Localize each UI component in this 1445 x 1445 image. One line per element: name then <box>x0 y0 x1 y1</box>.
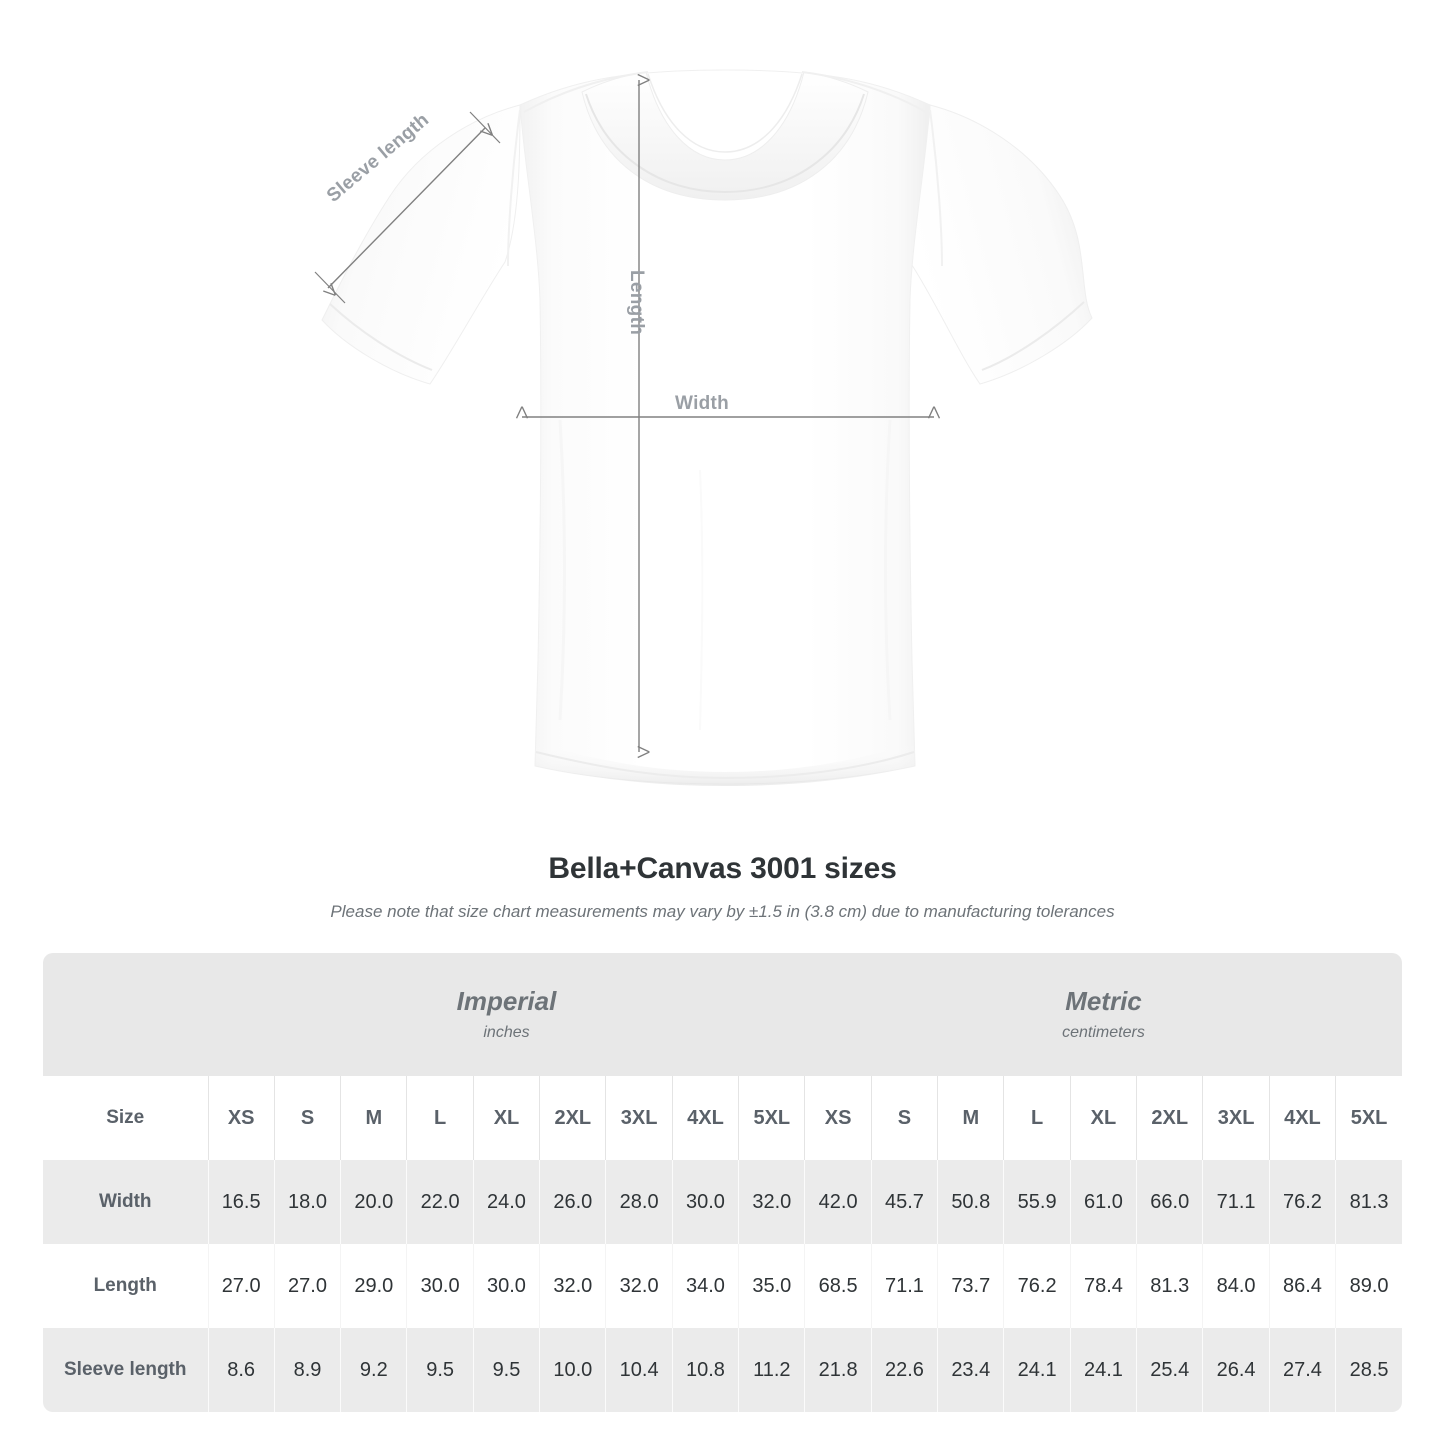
unit-row-spacer <box>43 953 208 1076</box>
unit-group-name: Imperial <box>456 985 557 1016</box>
size-column-header-metric-m: M <box>937 1076 1004 1160</box>
cell-length-imperial-l: 30.0 <box>406 1244 474 1328</box>
cell-sleeve-length-imperial-4xl: 10.8 <box>671 1328 739 1412</box>
cell-length-metric-l: 76.2 <box>1003 1244 1071 1328</box>
cell-width-imperial-s: 18.0 <box>273 1160 341 1244</box>
size-column-header-imperial-2xl: 2XL <box>539 1076 606 1160</box>
cell-sleeve-length-imperial-s: 8.9 <box>273 1328 341 1412</box>
size-column-header-imperial-4xl: 4XL <box>671 1076 739 1160</box>
size-column-header-imperial-m: M <box>340 1076 407 1160</box>
cell-length-metric-xs: 68.5 <box>804 1244 872 1328</box>
cell-width-imperial-3xl: 28.0 <box>605 1160 673 1244</box>
cell-length-metric-m: 73.7 <box>937 1244 1004 1328</box>
cell-width-imperial-m: 20.0 <box>340 1160 407 1244</box>
cell-length-metric-xl: 78.4 <box>1069 1244 1137 1328</box>
chart-heading-block: Bella+Canvas 3001 sizes Please note that… <box>0 852 1445 922</box>
measurement-arrows <box>314 0 1445 830</box>
cell-length-metric-5xl: 89.0 <box>1335 1244 1402 1328</box>
width-label: Width <box>675 393 730 414</box>
row-label-sleeve-length: Sleeve length <box>64 1359 187 1380</box>
row-label-length: Length <box>93 1275 157 1296</box>
row-header-size: Size <box>106 1107 145 1128</box>
cell-length-metric-2xl: 81.3 <box>1136 1244 1203 1328</box>
cell-width-metric-m: 50.8 <box>937 1160 1004 1244</box>
cell-length-imperial-s: 27.0 <box>273 1244 341 1328</box>
row-label-width: Width <box>98 1191 152 1212</box>
cell-sleeve-length-imperial-2xl: 10.0 <box>539 1328 606 1412</box>
chart-subtitle: Please note that size chart measurements… <box>330 902 1115 921</box>
table-row: Length 27.0 27.0 29.0 30.0 30.0 32.0 32.0 34.0 35… <box>43 1244 1402 1328</box>
cell-width-metric-4xl: 76.2 <box>1268 1160 1336 1244</box>
cell-length-imperial-3xl: 32.0 <box>605 1244 673 1328</box>
cell-sleeve-length-metric-l: 24.1 <box>1003 1328 1071 1412</box>
tshirt-illustration <box>321 69 1093 786</box>
cell-sleeve-length-metric-s: 22.6 <box>870 1328 938 1412</box>
tshirt-diagram: Sleeve length Length Width <box>314 0 1445 830</box>
cell-sleeve-length-metric-3xl: 26.4 <box>1202 1328 1270 1412</box>
cell-width-imperial-xl: 24.0 <box>472 1160 540 1244</box>
unit-group-sub: centimeters <box>1062 1024 1145 1042</box>
chart-title: Bella+Canvas 3001 sizes <box>548 852 897 885</box>
size-column-header-metric-l: L <box>1003 1076 1071 1160</box>
cell-sleeve-length-metric-xs: 21.8 <box>804 1328 872 1412</box>
cell-width-imperial-5xl: 32.0 <box>738 1160 805 1244</box>
cell-width-metric-5xl: 81.3 <box>1335 1160 1402 1244</box>
size-table-wrapper: Imperial inches Metric centimeters Size XS S M L… <box>43 953 1402 1412</box>
cell-length-imperial-xs: 27.0 <box>207 1244 275 1328</box>
cell-sleeve-length-imperial-5xl: 11.2 <box>738 1328 805 1412</box>
cell-sleeve-length-imperial-xl: 9.5 <box>472 1328 540 1412</box>
cell-length-imperial-2xl: 32.0 <box>539 1244 606 1328</box>
cell-width-metric-l: 55.9 <box>1003 1160 1071 1244</box>
cell-sleeve-length-metric-xl: 24.1 <box>1069 1328 1137 1412</box>
size-column-header-imperial-xl: XL <box>472 1076 540 1160</box>
size-column-header-metric-4xl: 4XL <box>1268 1076 1336 1160</box>
cell-sleeve-length-imperial-xs: 8.6 <box>207 1328 275 1412</box>
size-column-header-metric-5xl: 5XL <box>1335 1076 1402 1160</box>
cell-sleeve-length-imperial-l: 9.5 <box>406 1328 474 1412</box>
cell-sleeve-length-metric-4xl: 27.4 <box>1268 1328 1336 1412</box>
cell-sleeve-length-imperial-3xl: 10.4 <box>605 1328 673 1412</box>
unit-group-metric: Metric centimeters <box>805 953 1402 1076</box>
cell-sleeve-length-metric-m: 23.4 <box>937 1328 1004 1412</box>
cell-width-imperial-xs: 16.5 <box>207 1160 275 1244</box>
table-row: Width 16.5 18.0 20.0 22.0 24.0 26.0 28.0 30.0 32.… <box>43 1160 1402 1244</box>
cell-length-metric-s: 71.1 <box>870 1244 938 1328</box>
size-column-header-metric-s: S <box>870 1076 938 1160</box>
cell-length-metric-3xl: 84.0 <box>1202 1244 1270 1328</box>
cell-length-imperial-m: 29.0 <box>340 1244 407 1328</box>
cell-width-metric-s: 45.7 <box>870 1160 938 1244</box>
unit-group-sub: inches <box>483 1024 530 1042</box>
size-header-row: Size XS S M L XL 2XL 3XL 4XL 5XL XS S M L XL 2XL 3XL 4XL 5… <box>43 1076 1402 1160</box>
size-column-header-imperial-l: L <box>406 1076 474 1160</box>
size-column-header-metric-xs: XS <box>804 1076 872 1160</box>
cell-length-imperial-xl: 30.0 <box>472 1244 540 1328</box>
size-column-header-imperial-5xl: 5XL <box>738 1076 805 1160</box>
size-column-header-imperial-s: S <box>273 1076 341 1160</box>
cell-length-imperial-4xl: 34.0 <box>671 1244 739 1328</box>
size-column-header-metric-3xl: 3XL <box>1202 1076 1270 1160</box>
cell-width-metric-3xl: 71.1 <box>1202 1160 1270 1244</box>
length-label: Length <box>626 270 647 336</box>
size-column-header-metric-xl: XL <box>1069 1076 1137 1160</box>
size-table: Imperial inches Metric centimeters Size XS S M L… <box>43 953 1402 1412</box>
cell-sleeve-length-imperial-m: 9.2 <box>340 1328 407 1412</box>
size-column-header-imperial-xs: XS <box>207 1076 275 1160</box>
cell-width-metric-2xl: 66.0 <box>1136 1160 1203 1244</box>
table-row: Sleeve length 8.6 8.9 9.2 9.5 9.5 10.0 10.4 10.8… <box>43 1328 1402 1412</box>
size-column-header-imperial-3xl: 3XL <box>605 1076 673 1160</box>
cell-sleeve-length-metric-2xl: 25.4 <box>1136 1328 1203 1412</box>
cell-width-imperial-2xl: 26.0 <box>539 1160 606 1244</box>
cell-width-metric-xs: 42.0 <box>804 1160 872 1244</box>
cell-length-metric-4xl: 86.4 <box>1268 1244 1336 1328</box>
cell-width-imperial-l: 22.0 <box>406 1160 474 1244</box>
unit-header-row: Imperial inches Metric centimeters <box>43 953 1402 1076</box>
size-column-header-metric-2xl: 2XL <box>1136 1076 1203 1160</box>
cell-sleeve-length-metric-5xl: 28.5 <box>1335 1328 1402 1412</box>
cell-width-imperial-4xl: 30.0 <box>671 1160 739 1244</box>
unit-group-imperial: Imperial inches <box>208 953 805 1076</box>
cell-length-imperial-5xl: 35.0 <box>738 1244 805 1328</box>
cell-width-metric-xl: 61.0 <box>1069 1160 1137 1244</box>
unit-group-name: Metric <box>1065 985 1142 1016</box>
